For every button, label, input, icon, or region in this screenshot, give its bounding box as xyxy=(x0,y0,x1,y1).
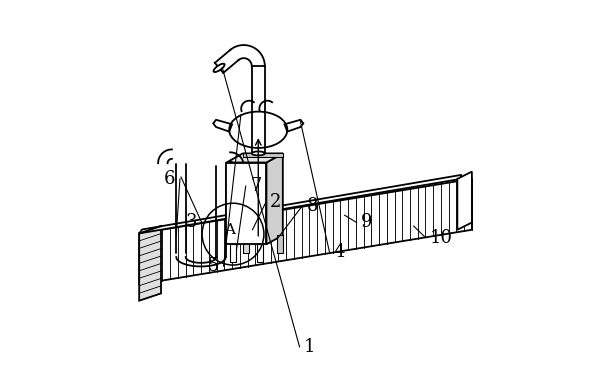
Text: 9: 9 xyxy=(361,214,373,231)
Polygon shape xyxy=(243,153,283,157)
Text: 7: 7 xyxy=(250,177,261,195)
Text: A: A xyxy=(224,223,235,238)
Polygon shape xyxy=(226,162,267,244)
Text: 10: 10 xyxy=(430,229,453,247)
Polygon shape xyxy=(213,120,232,132)
Polygon shape xyxy=(230,244,236,262)
Text: 4: 4 xyxy=(334,243,345,261)
Polygon shape xyxy=(243,235,249,253)
Polygon shape xyxy=(139,226,161,301)
Text: 5: 5 xyxy=(208,257,219,275)
Text: 6: 6 xyxy=(164,170,176,188)
Polygon shape xyxy=(257,244,263,262)
Text: 2: 2 xyxy=(270,193,282,211)
Text: 1: 1 xyxy=(304,338,315,356)
Polygon shape xyxy=(139,179,472,284)
Ellipse shape xyxy=(252,151,265,155)
Text: 3: 3 xyxy=(186,214,197,231)
Ellipse shape xyxy=(214,64,225,72)
Polygon shape xyxy=(226,153,283,162)
Polygon shape xyxy=(285,120,303,132)
Polygon shape xyxy=(267,153,283,244)
Polygon shape xyxy=(139,175,461,233)
Polygon shape xyxy=(277,235,283,253)
Text: 8: 8 xyxy=(306,197,318,215)
Polygon shape xyxy=(458,172,472,230)
